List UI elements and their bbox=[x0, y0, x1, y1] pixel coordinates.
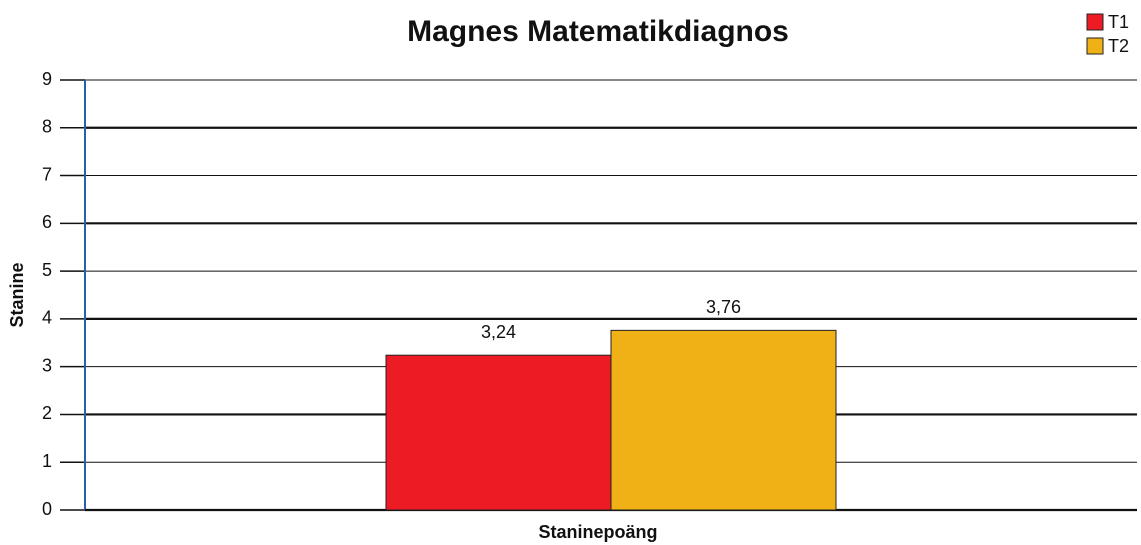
y-axis-label: Stanine bbox=[7, 262, 27, 327]
legend-label: T2 bbox=[1108, 36, 1129, 56]
chart-title: Magnes Matematikdiagnos bbox=[407, 15, 789, 48]
x-axis-label: Staninepoäng bbox=[538, 522, 657, 542]
legend-label: T1 bbox=[1108, 12, 1129, 32]
bar bbox=[385, 354, 612, 511]
y-tick-label: 3 bbox=[42, 355, 52, 375]
y-tick-label: 1 bbox=[42, 451, 52, 471]
y-tick-label: 9 bbox=[42, 69, 52, 89]
value-label: 3,76 bbox=[706, 297, 741, 317]
y-tick-label: 2 bbox=[42, 403, 52, 423]
y-tick-label: 7 bbox=[42, 164, 52, 184]
legend-swatch bbox=[1086, 37, 1104, 55]
value-label: 3,24 bbox=[481, 322, 516, 342]
y-tick-label: 6 bbox=[42, 212, 52, 232]
bar bbox=[610, 329, 837, 511]
y-tick-label: 8 bbox=[42, 117, 52, 137]
y-tick-label: 5 bbox=[42, 260, 52, 280]
y-tick-label: 0 bbox=[42, 499, 52, 519]
legend-swatch bbox=[1086, 13, 1104, 31]
y-tick-label: 4 bbox=[42, 308, 52, 328]
